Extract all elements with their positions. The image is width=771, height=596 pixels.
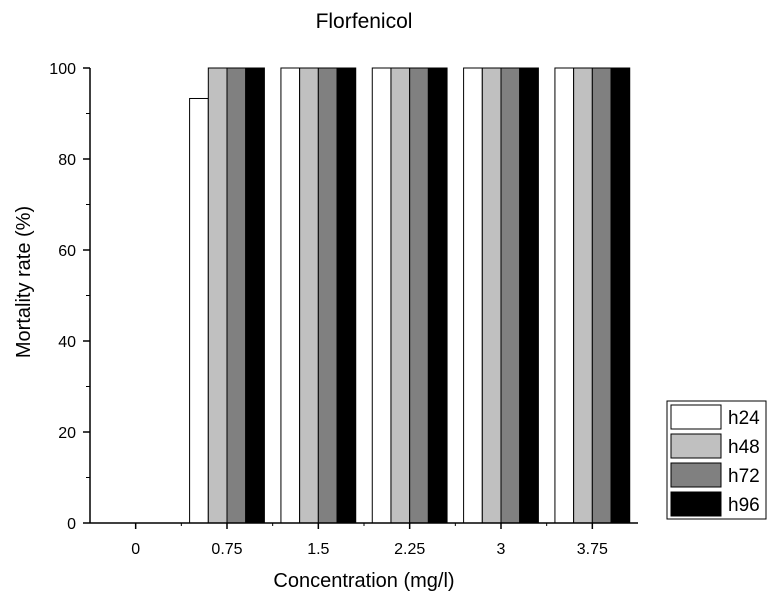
bar-h96-1.5 [336, 67, 357, 524]
legend-swatch-h96 [670, 491, 722, 517]
y-axis-label: Mortality rate (%) [13, 206, 35, 358]
bar-h24-0.75 [189, 97, 209, 524]
x-tick-label-0.75: 0.75 [211, 541, 242, 558]
legend: h24 h48 h72 h96 [666, 400, 767, 520]
legend-label-h72: h72 [728, 466, 760, 487]
legend-swatch-h48 [670, 433, 722, 459]
bar-h48-3.75 [573, 67, 593, 524]
bar-h48-2.25 [390, 67, 411, 524]
y-tick-label-100: 100 [49, 61, 76, 78]
x-tick-label-0: 0 [131, 541, 140, 558]
bars-group [189, 67, 631, 524]
bar-h72-1.5 [317, 67, 338, 524]
bar-h96-2.25 [427, 67, 448, 524]
legend-label-h48: h48 [728, 437, 760, 458]
legend-label-h24: h24 [728, 408, 760, 429]
y-tick-label-80: 80 [58, 152, 76, 169]
bar-h48-0.75 [207, 67, 228, 524]
bar-h24-3.75 [554, 67, 575, 524]
bar-h96-3 [519, 67, 539, 524]
x-tick-label-1.5: 1.5 [307, 541, 329, 558]
bar-h72-3.75 [591, 67, 612, 524]
legend-label-h96: h96 [728, 495, 760, 516]
legend-swatch-h24 [670, 404, 722, 430]
y-tick-label-60: 60 [58, 243, 76, 260]
bar-h96-3.75 [610, 67, 631, 524]
y-tick-label-20: 20 [58, 425, 76, 442]
x-tick-label-3.75: 3.75 [577, 541, 608, 558]
bar-h24-2.25 [371, 67, 392, 524]
legend-swatch-h72 [670, 462, 722, 488]
bar-h48-1.5 [299, 67, 319, 524]
chart-title: Florfenicol [316, 10, 413, 33]
bar-h24-1.5 [280, 67, 301, 524]
x-axis-label: Concentration (mg/l) [273, 570, 454, 592]
x-tick-label-3: 3 [497, 541, 506, 558]
bar-h48-3 [481, 67, 502, 524]
axes-group: 0 20 40 60 80 100 0 0.75 1.5 2.25 3 3.75 [49, 61, 638, 558]
bar-h72-0.75 [226, 67, 247, 524]
bar-h24-3 [463, 67, 483, 524]
x-tick-label-2.25: 2.25 [394, 541, 425, 558]
y-tick-label-40: 40 [58, 334, 76, 351]
bar-h72-2.25 [409, 67, 429, 524]
bar-h96-0.75 [245, 67, 265, 524]
bar-h72-3 [500, 67, 521, 524]
y-tick-label-0: 0 [67, 516, 76, 533]
